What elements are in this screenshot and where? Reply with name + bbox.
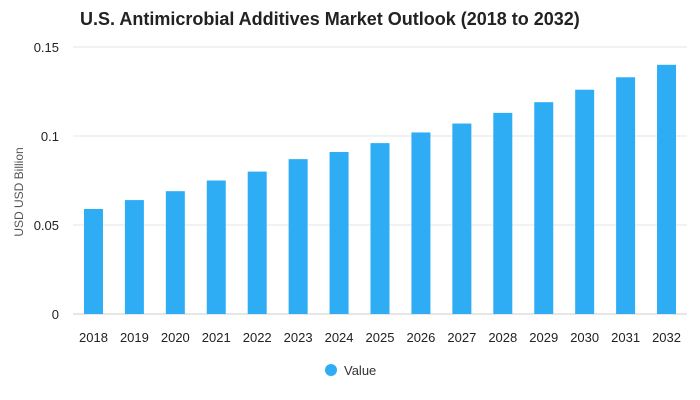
x-tick-label-2020: 2020 bbox=[161, 330, 190, 345]
x-tick-label-2027: 2027 bbox=[447, 330, 476, 345]
bar-2026[interactable] bbox=[411, 132, 431, 314]
x-tick-label-2026: 2026 bbox=[406, 330, 435, 345]
x-tick-labels: 2018 2019 2020 2021 2022 2023 2024 2025 2026 2027… bbox=[79, 330, 681, 345]
x-tick-label-2028: 2028 bbox=[488, 330, 517, 345]
y-tick-label: 0 bbox=[52, 307, 59, 322]
y-axis-label: USD USD Billion bbox=[12, 147, 26, 236]
x-tick-label-2029: 2029 bbox=[529, 330, 558, 345]
bar-2021[interactable] bbox=[206, 180, 226, 315]
y-tick-labels: 0 0.05 0.1 0.15 bbox=[34, 40, 59, 322]
bar-2024[interactable] bbox=[329, 152, 349, 314]
x-tick-label-2019: 2019 bbox=[120, 330, 149, 345]
bar-2025[interactable] bbox=[370, 143, 390, 314]
bar-2030[interactable] bbox=[575, 89, 595, 314]
legend[interactable]: Value bbox=[325, 363, 376, 378]
bar-2029[interactable] bbox=[534, 102, 554, 315]
legend-label-value: Value bbox=[344, 363, 376, 378]
x-tick-label-2023: 2023 bbox=[284, 330, 313, 345]
x-tick-label-2025: 2025 bbox=[366, 330, 395, 345]
y-tick-label: 0.15 bbox=[34, 40, 59, 55]
bar-2027[interactable] bbox=[452, 123, 472, 314]
bar-2018[interactable] bbox=[83, 208, 103, 314]
x-tick-label-2018: 2018 bbox=[79, 330, 108, 345]
x-tick-label-2021: 2021 bbox=[202, 330, 231, 345]
bar-2020[interactable] bbox=[165, 191, 185, 314]
x-tick-label-2030: 2030 bbox=[570, 330, 599, 345]
y-tick-label: 0.1 bbox=[41, 129, 59, 144]
x-tick-label-2022: 2022 bbox=[243, 330, 272, 345]
bar-2023[interactable] bbox=[288, 159, 308, 314]
y-tick-label: 0.05 bbox=[34, 218, 59, 233]
bar-2031[interactable] bbox=[616, 77, 636, 314]
x-tick-label-2031: 2031 bbox=[611, 330, 640, 345]
bars bbox=[83, 64, 677, 315]
x-tick-label-2032: 2032 bbox=[652, 330, 681, 345]
chart-title: U.S. Antimicrobial Additives Market Outl… bbox=[80, 9, 580, 29]
bar-2028[interactable] bbox=[493, 112, 513, 314]
bar-2019[interactable] bbox=[124, 200, 144, 314]
bar-2032[interactable] bbox=[657, 64, 677, 314]
x-tick-label-2024: 2024 bbox=[325, 330, 354, 345]
legend-marker-value bbox=[325, 364, 337, 376]
bar-2022[interactable] bbox=[247, 171, 267, 314]
